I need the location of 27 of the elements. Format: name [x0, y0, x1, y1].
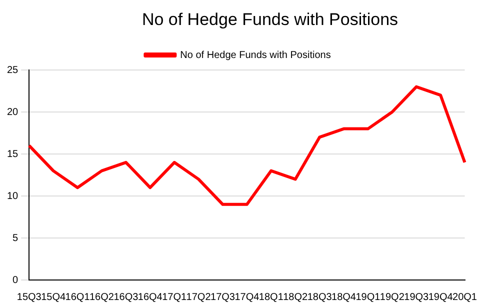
x-tick-label: 18Q3 — [307, 292, 332, 303]
x-tick-label: 17Q1 — [162, 292, 188, 303]
x-tick-label: 15Q3 — [16, 292, 42, 303]
y-tick-label: 15 — [7, 148, 19, 160]
x-tick-label: 19Q4 — [428, 292, 454, 303]
x-tick-label: 20Q1 — [452, 292, 478, 303]
x-tick-label: 16Q3 — [114, 292, 139, 303]
chart-title: No of Hedge Funds with Positions — [140, 9, 400, 31]
x-tick-label: 18Q2 — [283, 292, 308, 303]
x-tick-label: 16Q4 — [138, 292, 163, 303]
x-tick-label: 16Q1 — [65, 292, 90, 303]
x-tick-label: 19Q3 — [404, 292, 430, 303]
x-tick-label: 18Q4 — [332, 292, 356, 303]
x-tick-label: 16Q2 — [89, 292, 114, 303]
x-tick-label: 19Q2 — [380, 292, 405, 303]
x-tick-label: 19Q1 — [356, 292, 381, 303]
x-tick-label: 17Q2 — [186, 292, 212, 303]
legend-label: No of Hedge Funds with Positions — [180, 50, 331, 61]
x-tick-label: 18Q1 — [258, 292, 284, 303]
y-tick-label: 25 — [7, 64, 19, 76]
x-tick-label: 15Q4 — [41, 292, 66, 303]
y-tick-label: 0 — [12, 274, 19, 286]
x-tick-label: 17Q3 — [210, 292, 236, 303]
x-tick-label: 17Q4 — [234, 292, 260, 303]
y-tick-label: 20 — [7, 106, 19, 118]
y-tick-label: 10 — [7, 190, 19, 202]
y-tick-label: 5 — [12, 232, 19, 244]
